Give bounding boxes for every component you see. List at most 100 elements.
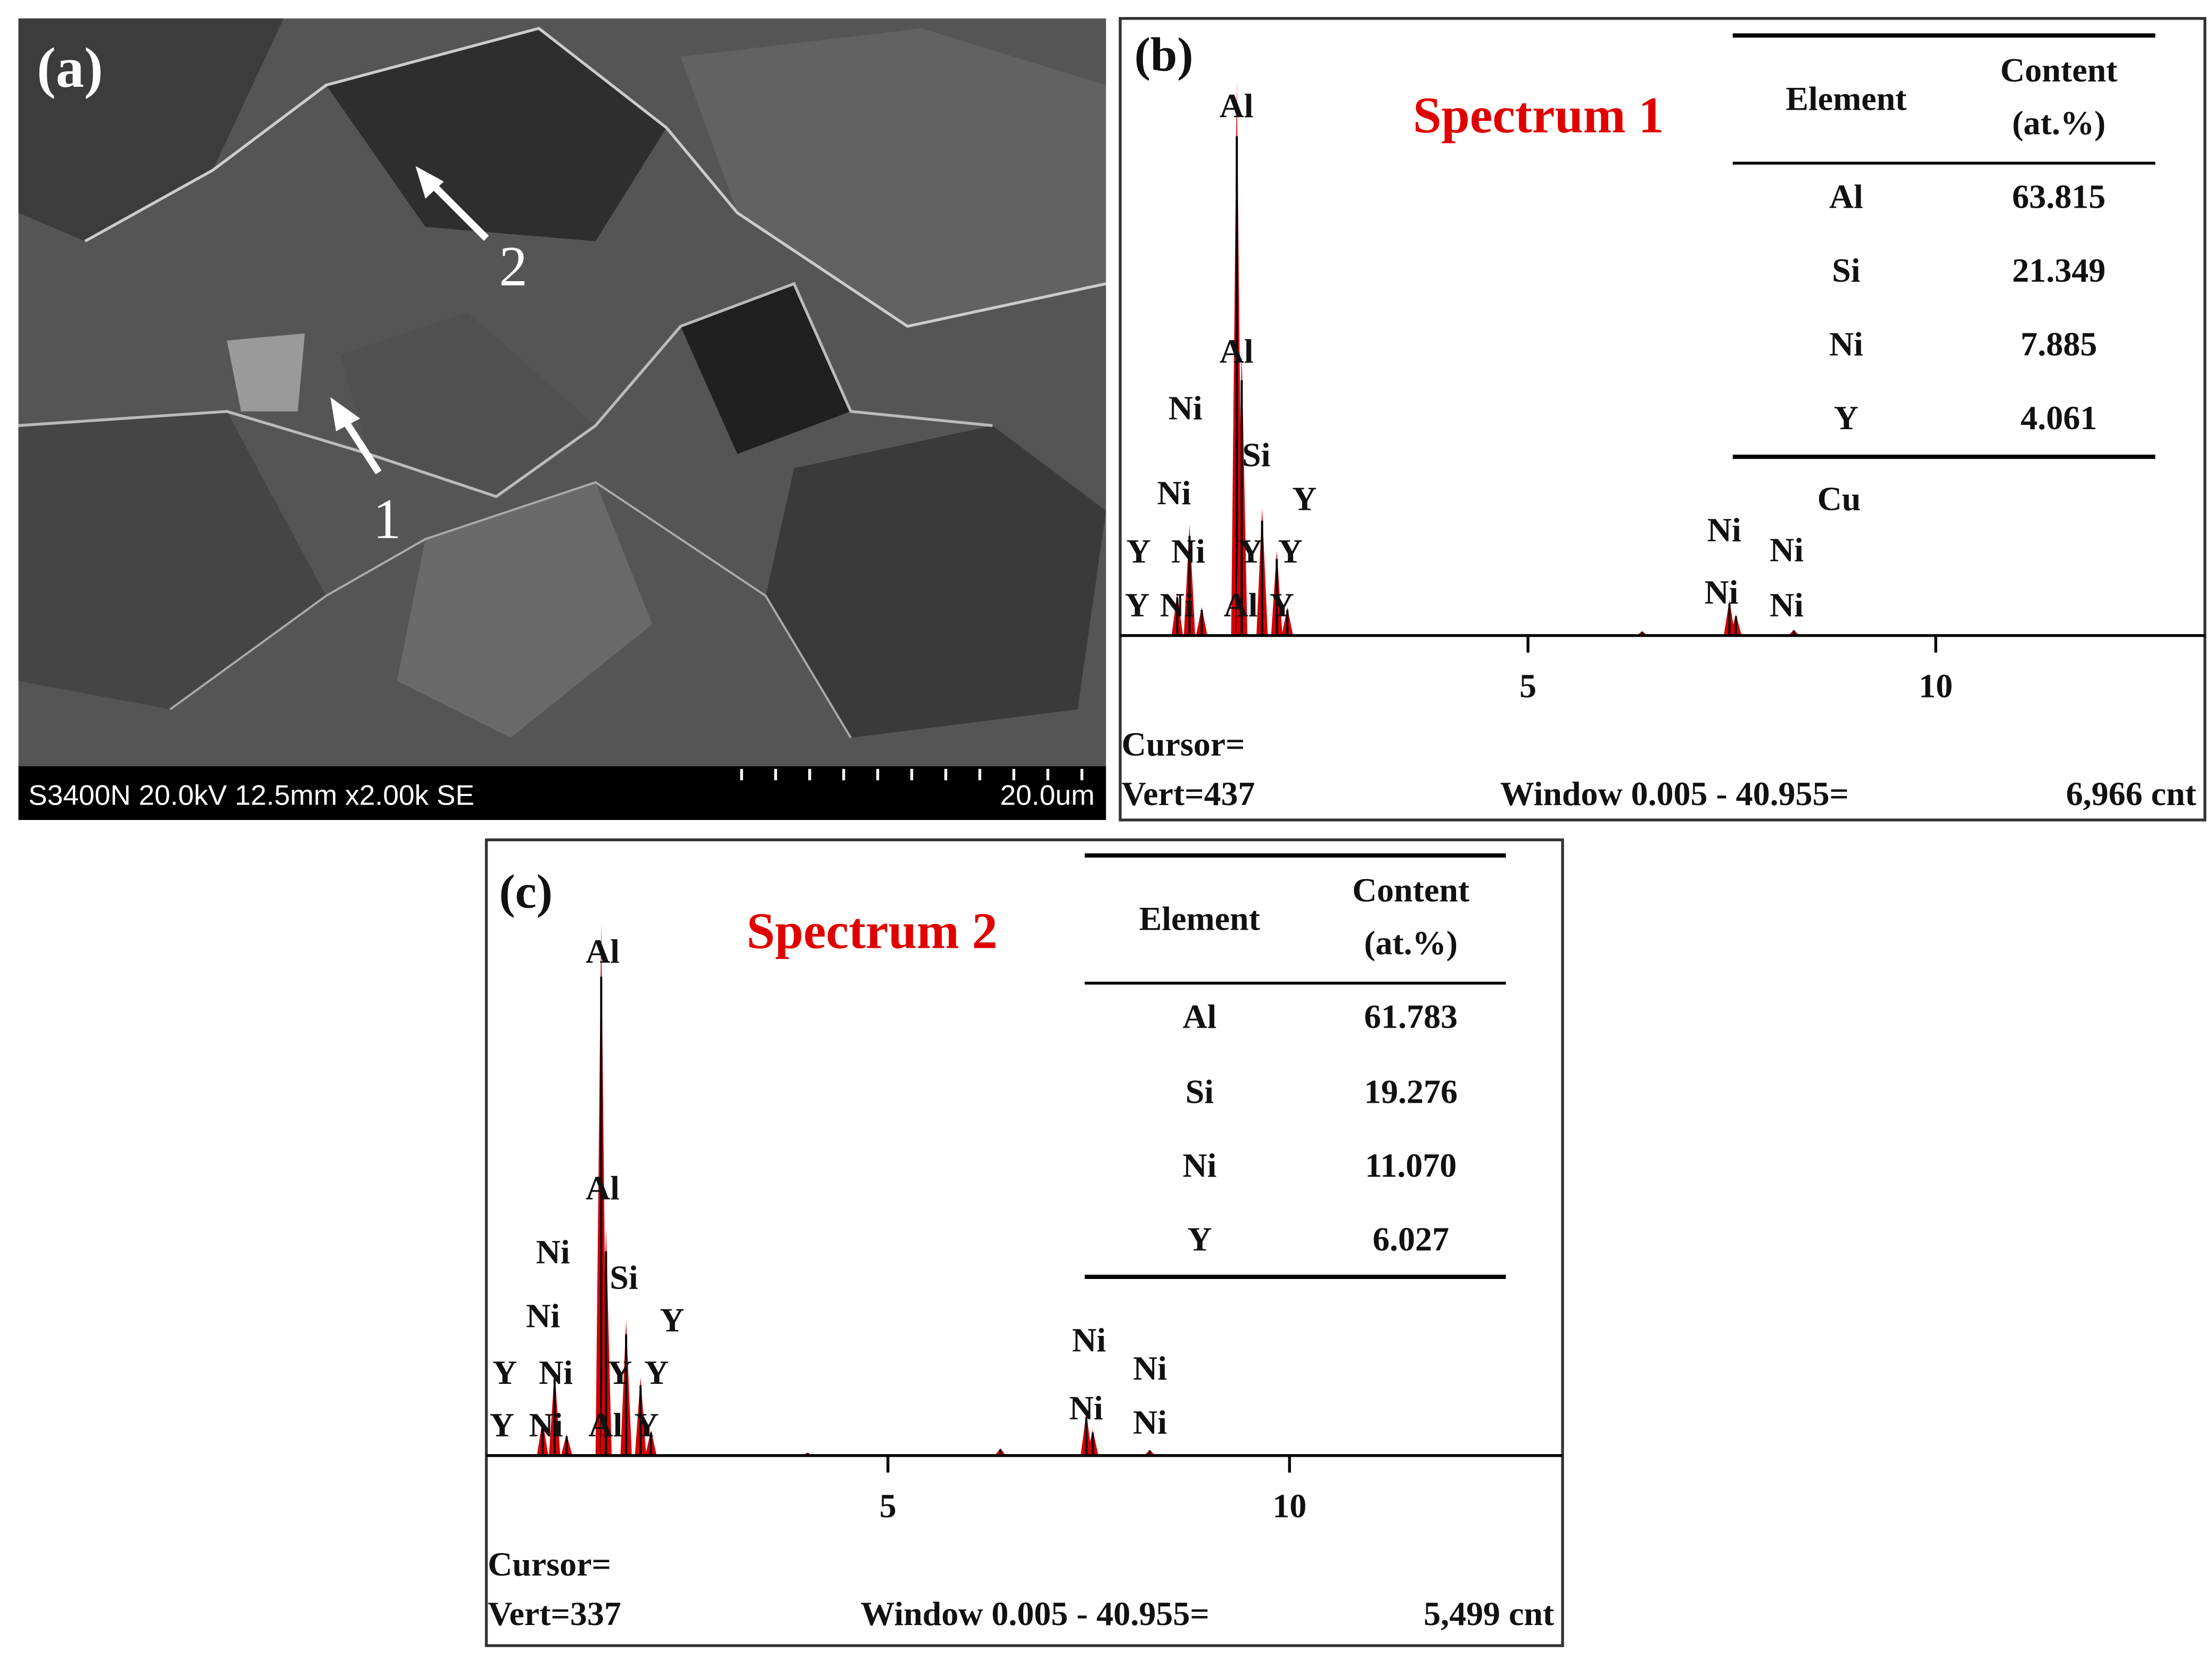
table-cell: 63.815 <box>2012 177 2106 215</box>
panel-border <box>484 838 1564 1647</box>
sem-edge <box>18 282 993 498</box>
sem-image: S3400N 20.0kV 12.5mm x2.00k SE 20.0um (a… <box>18 18 1107 821</box>
spectrum-title: Spectrum 1 <box>1413 87 1664 143</box>
table-cell: Y <box>1187 1220 1212 1258</box>
peak-label: Y <box>1125 586 1149 624</box>
vert-text: Vert=437 <box>1122 775 1255 813</box>
sem-facet <box>680 28 1106 326</box>
table-cell: Si <box>1832 251 1860 289</box>
peak-label: Ni <box>536 1233 570 1271</box>
sem-facet <box>680 283 851 454</box>
scale-bar <box>740 769 1083 781</box>
table-cell: Al <box>1182 997 1216 1035</box>
table-cell: 7.885 <box>2020 325 2097 363</box>
sem-facet <box>18 411 326 710</box>
table-cell: 4.061 <box>2020 399 2097 437</box>
peak-label: Y <box>634 1406 659 1444</box>
table-header: Element <box>1786 80 1906 118</box>
peak-label: Y <box>1126 532 1151 570</box>
peak-label: Ni <box>1133 1349 1167 1387</box>
peak-label: Y <box>1238 532 1263 570</box>
panel-label: (c) <box>499 865 553 918</box>
marker-label: 1 <box>373 488 401 551</box>
x-tick-label: 5 <box>879 1487 897 1525</box>
peak-label: Ni <box>1133 1403 1167 1441</box>
cursor-text: Cursor= <box>488 1545 611 1583</box>
sem-facet <box>18 18 284 241</box>
peak-label: Ni <box>1770 586 1804 624</box>
sem-scale: 20.0um <box>1000 780 1095 811</box>
table-cell: Ni <box>1182 1146 1216 1184</box>
arrows <box>330 166 489 474</box>
table-cell: Ni <box>1829 325 1863 363</box>
table-cell: 21.349 <box>2012 251 2106 289</box>
vert-text: Vert=337 <box>488 1595 621 1633</box>
count-text: 6,966 cnt <box>2066 775 2197 813</box>
x-tick-label: 10 <box>1919 667 1953 705</box>
peak-label: Al <box>1220 332 1254 370</box>
peak-label: Al <box>588 1406 622 1444</box>
peak-label: Ni <box>1169 389 1203 426</box>
table-header: (at.%) <box>1364 924 1458 962</box>
peak-label: Y <box>607 1354 632 1391</box>
peak-label: Cu <box>1818 480 1861 518</box>
peak-label: Al <box>1220 87 1254 125</box>
peak-label: Ni <box>529 1406 563 1444</box>
peak-label: Ni <box>539 1354 573 1391</box>
table-cell: Y <box>1834 399 1859 437</box>
peak-label: Al <box>586 932 620 970</box>
peak-label: Ni <box>1171 532 1205 570</box>
table-header: Element <box>1139 900 1260 938</box>
peak-label: Ni <box>1704 573 1738 611</box>
window-text: Window 0.005 - 40.955= <box>1500 775 1849 813</box>
peak-label: Y <box>644 1354 669 1391</box>
table-header: (at.%) <box>2012 104 2106 142</box>
peak-label: Y <box>1270 586 1294 624</box>
info-bar <box>18 766 1106 821</box>
sem-info: S3400N 20.0kV 12.5mm x2.00k SE <box>28 780 474 811</box>
table-cell: 11.070 <box>1365 1146 1457 1184</box>
window-text: Window 0.005 - 40.955= <box>861 1595 1210 1633</box>
peak-label: Y <box>492 1354 517 1391</box>
peak-label: Ni <box>526 1297 560 1335</box>
cursor-text: Cursor= <box>1122 725 1245 763</box>
sem-facet <box>766 425 1106 738</box>
peak-label: Y <box>1278 532 1303 570</box>
peak-label: Ni <box>1707 511 1741 548</box>
table-cell: 19.276 <box>1364 1073 1458 1111</box>
x-tick-label: 10 <box>1272 1487 1306 1525</box>
peak-label: Ni <box>1072 1321 1106 1359</box>
peak-label: Y <box>660 1301 684 1339</box>
peak-label: Si <box>1242 436 1270 473</box>
marker-label: 2 <box>499 235 528 298</box>
peak-label: Ni <box>1160 586 1194 624</box>
table-header: Content <box>2000 51 2117 89</box>
peak-label: Ni <box>1069 1389 1103 1427</box>
peak-label: Al <box>1224 586 1258 624</box>
sem-edge <box>84 27 1107 328</box>
peak-label: Y <box>1292 480 1317 518</box>
peak-label: Ni <box>1157 474 1191 512</box>
table-cell: 61.783 <box>1364 997 1458 1035</box>
x-tick-label: 5 <box>1519 667 1536 705</box>
peak-label: Y <box>490 1406 514 1444</box>
peak-label: Ni <box>1770 531 1804 569</box>
peak-label: Si <box>610 1259 638 1297</box>
sem-edge <box>169 481 852 739</box>
peak-label: Al <box>586 1169 620 1207</box>
panel-label: (a) <box>37 37 103 100</box>
panel-border <box>1119 17 2207 822</box>
sem-facet <box>340 312 596 497</box>
sem-facet <box>397 482 653 738</box>
table-header: Content <box>1352 871 1469 909</box>
table-cell: Al <box>1829 177 1863 215</box>
spectrum-title: Spectrum 2 <box>746 903 997 959</box>
table-cell: 6.027 <box>1372 1220 1449 1258</box>
sem-facet <box>227 333 305 412</box>
count-text: 5,499 cnt <box>1424 1595 1554 1633</box>
sem-facet <box>326 28 667 241</box>
panel-label: (b) <box>1134 28 1194 81</box>
